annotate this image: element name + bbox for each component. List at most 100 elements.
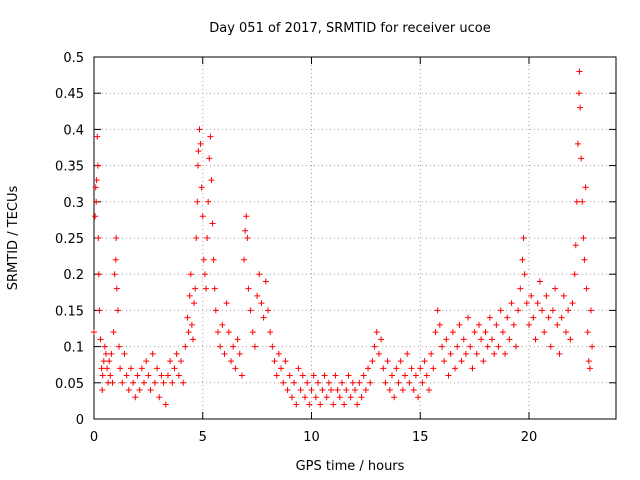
data-point <box>210 256 217 263</box>
data-point <box>583 285 590 292</box>
data-point <box>96 307 103 314</box>
data-point <box>138 365 145 372</box>
data-point <box>160 379 167 386</box>
data-point <box>310 372 317 379</box>
data-point <box>162 401 169 408</box>
data-point <box>104 365 111 372</box>
data-point <box>391 394 398 401</box>
data-point <box>576 90 583 97</box>
data-point <box>180 379 187 386</box>
data-point <box>336 394 343 401</box>
data-point <box>247 307 254 314</box>
data-point <box>539 307 546 314</box>
data-point <box>432 329 439 336</box>
data-point <box>388 372 395 379</box>
y-tick-label: 0.1 <box>63 341 84 356</box>
data-point <box>402 372 409 379</box>
data-point <box>221 350 228 357</box>
data-point <box>552 285 559 292</box>
data-point <box>295 365 302 372</box>
data-point <box>532 336 539 343</box>
data-point <box>458 358 465 365</box>
data-point <box>113 235 120 241</box>
data-point <box>205 198 212 205</box>
data-point <box>194 162 201 169</box>
data-points <box>91 68 596 408</box>
data-point <box>565 307 572 314</box>
data-point <box>571 271 578 278</box>
data-point <box>111 271 118 278</box>
data-point <box>169 379 176 386</box>
data-point <box>244 235 251 241</box>
data-point <box>228 358 235 365</box>
data-point <box>164 372 171 379</box>
data-point <box>93 177 100 184</box>
data-point <box>373 329 380 336</box>
data-point <box>536 278 543 285</box>
data-point <box>185 329 192 336</box>
data-point <box>245 285 252 292</box>
data-point <box>581 256 588 263</box>
data-point <box>528 292 535 299</box>
y-axis-label: SRMTID / TECUs <box>6 186 21 291</box>
data-point <box>109 379 116 386</box>
data-point <box>254 292 261 299</box>
data-point <box>214 329 221 336</box>
data-point <box>288 394 295 401</box>
data-point <box>208 177 215 184</box>
data-point <box>123 372 130 379</box>
data-point <box>562 329 569 336</box>
data-point <box>419 379 426 386</box>
data-point <box>543 292 550 299</box>
data-point <box>151 379 158 386</box>
data-point <box>256 271 263 278</box>
data-point <box>425 387 432 394</box>
data-point <box>196 126 203 133</box>
data-point <box>428 350 435 357</box>
data-point <box>125 387 132 394</box>
data-point <box>134 372 141 379</box>
data-point <box>589 343 596 350</box>
data-point <box>265 307 271 314</box>
data-point <box>271 358 278 365</box>
data-point <box>467 343 474 350</box>
data-point <box>404 350 411 357</box>
data-point <box>99 372 106 379</box>
data-point <box>526 321 532 328</box>
data-point <box>114 307 121 314</box>
data-point <box>282 358 289 365</box>
data-point <box>573 198 580 205</box>
y-tick-label: 0.05 <box>55 377 84 392</box>
data-point <box>347 394 354 401</box>
data-point <box>332 372 339 379</box>
data-point <box>512 343 519 350</box>
data-point <box>95 235 102 241</box>
data-point <box>520 235 527 241</box>
data-point <box>325 379 332 386</box>
data-point <box>217 343 224 350</box>
data-point <box>207 133 214 140</box>
data-point <box>102 350 109 357</box>
data-point <box>354 401 361 408</box>
data-point <box>93 198 100 205</box>
data-point <box>306 401 313 408</box>
data-point <box>384 358 391 365</box>
data-point <box>519 256 526 263</box>
data-point <box>480 358 487 365</box>
data-point <box>273 372 280 379</box>
data-point <box>280 379 287 386</box>
data-point <box>249 329 256 336</box>
data-point <box>393 365 400 372</box>
x-tick-label: 0 <box>90 430 98 445</box>
data-point <box>578 155 585 162</box>
data-point <box>223 300 230 307</box>
data-point <box>441 358 448 365</box>
data-point <box>94 133 101 140</box>
data-point <box>171 365 178 372</box>
y-tick-label: 0.45 <box>55 87 84 102</box>
data-point <box>560 292 567 299</box>
data-point <box>352 387 358 394</box>
data-point <box>410 387 417 394</box>
data-point <box>127 365 134 372</box>
